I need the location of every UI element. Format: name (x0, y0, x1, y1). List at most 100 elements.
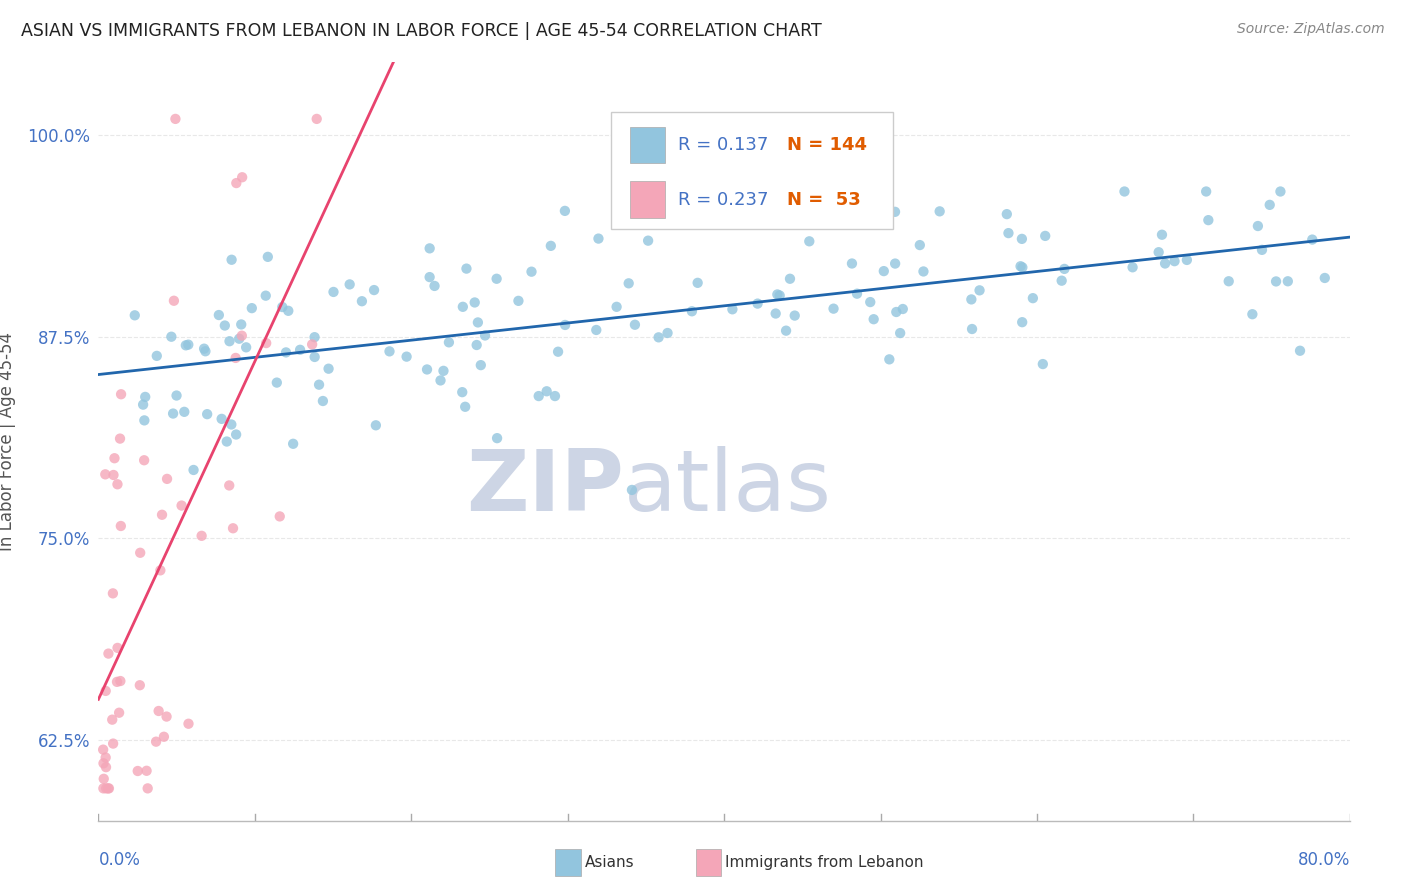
Point (1258, 198, 1281, 212)
Point (769, 288, 792, 302)
Point (1154, 256, 1177, 270)
Point (228, 332, 250, 346)
Point (235, 340, 257, 354)
Point (823, 301, 845, 316)
Point (485, 272, 508, 286)
Point (765, 306, 787, 320)
Point (779, 272, 801, 286)
Point (155, 709, 177, 723)
Point (97, 781, 120, 796)
Text: atlas: atlas (624, 445, 832, 529)
Point (101, 586, 124, 600)
Point (429, 373, 451, 387)
Point (214, 318, 236, 333)
Point (617, 277, 640, 291)
Point (124, 308, 146, 322)
Point (1022, 291, 1045, 305)
Point (766, 287, 789, 301)
Point (97, 781, 120, 796)
Point (231, 318, 253, 332)
Point (859, 295, 882, 310)
Point (254, 336, 277, 351)
Point (1147, 245, 1170, 260)
Point (620, 483, 643, 497)
Point (322, 285, 344, 299)
Point (657, 326, 679, 340)
Point (416, 362, 439, 376)
Point (97, 647, 120, 661)
Point (301, 337, 323, 351)
Point (149, 563, 172, 577)
Point (350, 294, 373, 309)
Point (160, 329, 183, 343)
Point (451, 300, 474, 314)
Point (891, 301, 914, 316)
Point (508, 293, 530, 308)
Point (129, 546, 152, 560)
Point (884, 256, 907, 270)
Point (194, 344, 217, 359)
Point (318, 361, 340, 376)
Point (288, 343, 311, 357)
Point (304, 350, 326, 364)
Point (647, 330, 669, 344)
Point (554, 318, 576, 332)
Point (215, 434, 238, 449)
Point (190, 529, 212, 543)
Point (148, 704, 170, 718)
Point (451, 385, 474, 400)
Point (884, 305, 907, 319)
Point (1011, 232, 1033, 246)
Point (1265, 275, 1288, 289)
Point (254, 288, 277, 302)
Point (304, 330, 326, 344)
Point (266, 376, 288, 390)
Point (1270, 185, 1292, 199)
Point (799, 235, 821, 249)
Point (1195, 185, 1218, 199)
Point (305, 112, 328, 126)
Point (877, 190, 900, 204)
Point (395, 350, 418, 364)
Point (93, 781, 115, 796)
Point (225, 176, 247, 190)
Point (908, 238, 931, 252)
Point (136, 781, 159, 796)
Point (177, 337, 200, 351)
Point (1197, 213, 1219, 227)
Point (995, 207, 1018, 221)
Point (997, 226, 1019, 240)
Point (211, 412, 233, 426)
Point (108, 432, 131, 446)
Point (1241, 307, 1264, 321)
Point (637, 234, 659, 248)
Point (624, 318, 647, 332)
Point (454, 400, 477, 414)
Point (132, 398, 155, 412)
Point (94, 781, 117, 796)
Point (101, 713, 124, 727)
Point (474, 328, 496, 343)
Point (218, 478, 240, 492)
Point (218, 334, 240, 349)
Point (312, 394, 335, 409)
Point (103, 451, 125, 466)
Point (969, 283, 991, 297)
Point (1277, 274, 1299, 288)
Point (110, 519, 132, 533)
Point (128, 678, 150, 692)
Point (134, 413, 156, 427)
Point (274, 345, 297, 359)
Point (783, 309, 806, 323)
Point (1289, 343, 1312, 358)
Point (464, 295, 486, 310)
Point (585, 323, 607, 337)
Point (588, 231, 610, 245)
Point (884, 204, 907, 219)
Point (960, 293, 983, 307)
Point (1218, 274, 1240, 288)
Point (195, 407, 218, 421)
Point (378, 344, 401, 359)
Point (960, 322, 983, 336)
Point (1163, 254, 1185, 268)
